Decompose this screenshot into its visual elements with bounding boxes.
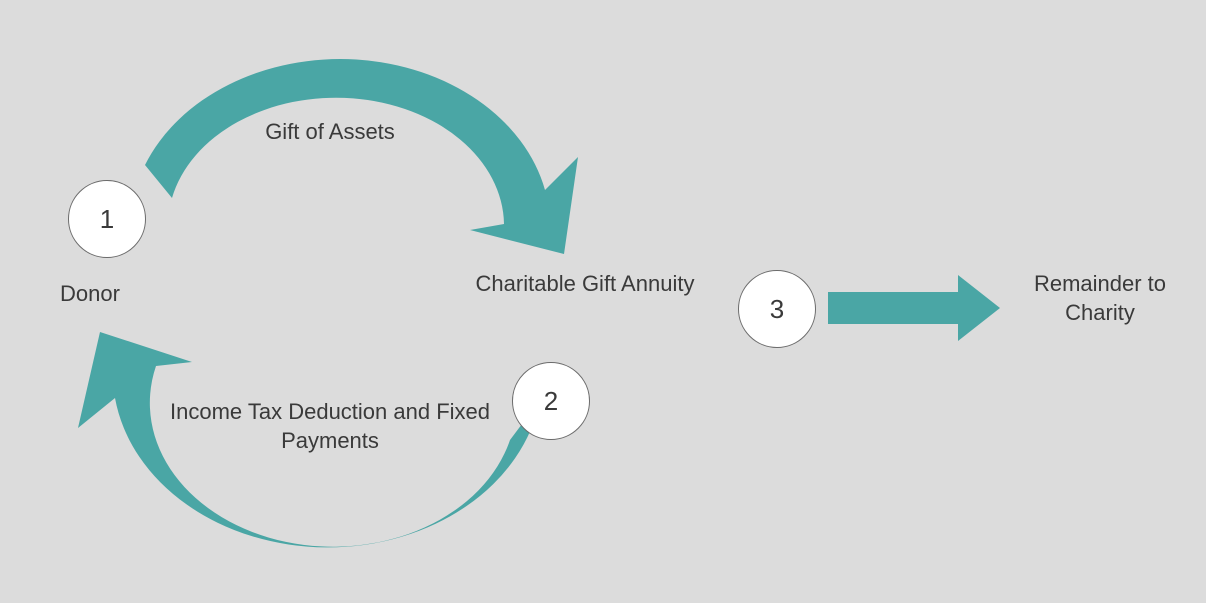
step-circle-3: 3 [738, 270, 816, 348]
label-income-tax: Income Tax Deduction and Fixed Payments [160, 398, 500, 455]
label-donor: Donor [30, 280, 150, 309]
step-number-1: 1 [100, 204, 114, 235]
label-gift-of-assets: Gift of Assets [210, 118, 450, 147]
step-number-2: 2 [544, 386, 558, 417]
step-circle-1: 1 [68, 180, 146, 258]
diagram-stage: 1 2 3 Donor Gift of Assets Charitable Gi… [0, 0, 1206, 603]
step-circle-2: 2 [512, 362, 590, 440]
step-number-3: 3 [770, 294, 784, 325]
label-annuity: Charitable Gift Annuity [470, 270, 700, 299]
label-remainder: Remainder to Charity [1000, 270, 1200, 327]
